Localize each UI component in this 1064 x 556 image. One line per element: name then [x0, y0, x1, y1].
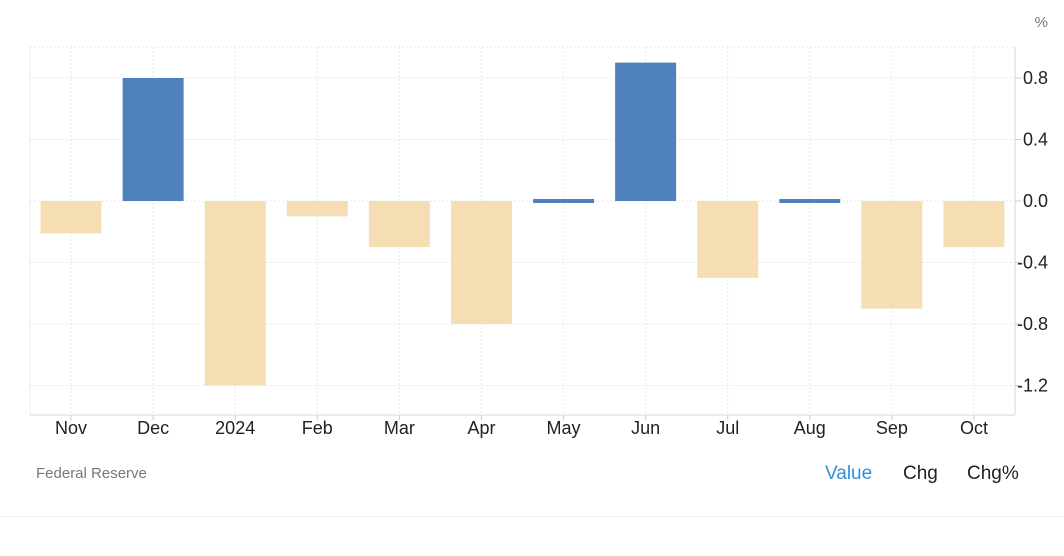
bar-jun — [615, 62, 677, 201]
x-tick-label: May — [547, 418, 581, 438]
bar-nov — [40, 201, 102, 234]
tab-value[interactable]: Value — [825, 463, 873, 484]
y-tick-label: 0.8 — [1023, 68, 1048, 88]
bar-sep — [861, 201, 923, 309]
x-tick-label: Nov — [55, 418, 87, 438]
tab-chg[interactable]: Chg — [903, 463, 938, 484]
y-tick-label: -1.2 — [1017, 376, 1048, 396]
source-label: Federal Reserve — [36, 465, 147, 482]
tab-chg-percent[interactable]: Chg% — [967, 463, 1019, 484]
x-tick-label: Apr — [467, 418, 495, 438]
bar-dec — [122, 78, 184, 201]
x-tick-label: Oct — [960, 418, 988, 438]
chart: 0.8 0.4 0.0 -0.4 -0.8 -1.2 Nov Dec 2024 Feb Mar Apr… — [29, 14, 1048, 438]
axes: 0.8 0.4 0.0 -0.4 -0.8 -1.2 Nov Dec 2024 Feb Mar Apr… — [29, 47, 1048, 438]
bar-jul — [697, 201, 759, 278]
bars — [40, 62, 1005, 386]
y-tick-label: 0.0 — [1023, 191, 1048, 211]
x-tick-label: Jul — [716, 418, 739, 438]
y-tick-label: 0.4 — [1023, 130, 1048, 150]
x-tick-label: Sep — [876, 418, 908, 438]
footer-divider — [0, 516, 1064, 517]
y-unit-label: % — [1035, 14, 1048, 31]
bar-may — [533, 199, 595, 203]
bar-oct — [943, 201, 1005, 248]
bar-2024 — [204, 201, 266, 386]
bar-mar — [368, 201, 430, 248]
bar-feb — [286, 201, 348, 217]
bar-apr — [450, 201, 512, 324]
x-tick-label: Dec — [137, 418, 169, 438]
chart-mode-tabs: Value Chg Chg% — [0, 463, 1064, 489]
x-tick-label: Feb — [302, 418, 333, 438]
bar-aug — [779, 199, 841, 203]
x-tick-label: 2024 — [215, 418, 255, 438]
y-tick-label: -0.8 — [1017, 314, 1048, 334]
x-tick-label: Mar — [384, 418, 415, 438]
y-tick-label: -0.4 — [1017, 253, 1048, 273]
x-tick-label: Jun — [631, 418, 660, 438]
x-tick-label: Aug — [794, 418, 826, 438]
